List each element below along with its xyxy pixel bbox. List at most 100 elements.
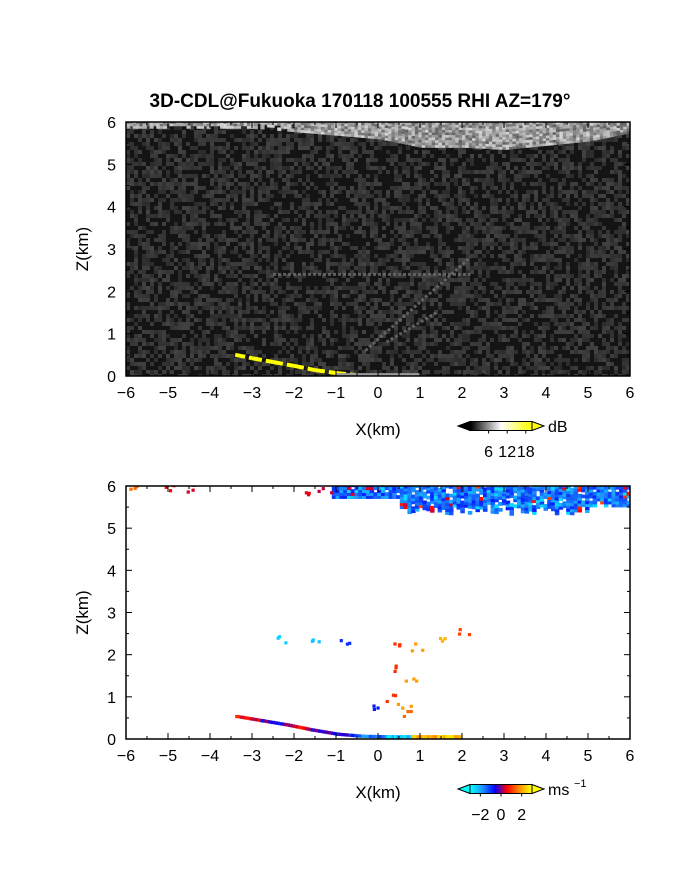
- velocity-point: [317, 640, 321, 644]
- ground-band-cell: [373, 734, 379, 739]
- colorbar-segment: [497, 784, 500, 794]
- colorbar-segment: [479, 421, 482, 431]
- ground-band-cell: [305, 727, 311, 731]
- ground-band-cell: [338, 732, 344, 737]
- ground-band-cell: [346, 733, 351, 737]
- ground-band-cell: [348, 733, 354, 737]
- colorbar-segment: [511, 421, 514, 431]
- y-axis-label: Z(km): [73, 227, 92, 271]
- colorbar-segment: [511, 784, 514, 794]
- colorbar-segment: [513, 421, 516, 431]
- colorbar-segment: [513, 784, 516, 794]
- x-tick-label: −1: [327, 748, 345, 765]
- colorbar-segment: [470, 784, 473, 794]
- x-tick-label: 0: [374, 748, 383, 765]
- clutter-segment: [314, 368, 337, 376]
- velocity-point: [330, 491, 334, 495]
- colorbar-unit: ms: [548, 782, 569, 799]
- colorbar-segment: [501, 421, 504, 431]
- colorbar-high-arrow: [531, 420, 546, 432]
- ground-band-cell: [366, 734, 371, 739]
- colorbar-high-arrow: [531, 783, 546, 795]
- x-tick-label: −1: [327, 385, 345, 402]
- colorbar-segment: [477, 784, 480, 794]
- colorbar-segment: [502, 784, 505, 794]
- colorbar-segment: [504, 421, 507, 431]
- colorbar: −2 0 2 ms −1: [456, 778, 587, 824]
- colorbar-tick-label: 6: [484, 444, 493, 461]
- velocity-point: [440, 639, 445, 643]
- colorbar-segment: [491, 784, 494, 794]
- clutter-segment: [234, 352, 253, 361]
- ground-band-cell: [240, 715, 245, 719]
- colorbar-tick-label: 18: [517, 444, 535, 461]
- colorbar-segment: [518, 784, 521, 794]
- colorbar-segment: [505, 784, 508, 794]
- clutter-segment: [293, 363, 316, 373]
- ground-band-cell: [235, 714, 240, 719]
- velocity-point: [164, 486, 168, 489]
- velocity-point: [393, 694, 398, 698]
- colorbar-segment: [504, 784, 507, 794]
- velocity-point: [391, 693, 396, 697]
- clutter-segment: [251, 356, 274, 364]
- colorbar-segment: [470, 421, 473, 431]
- ground-band-cell: [393, 735, 399, 739]
- ground-band-cell: [325, 730, 331, 735]
- colorbar-tick-label: 0: [497, 807, 506, 824]
- colorbar-segment: [505, 421, 508, 431]
- ground-band-cell: [328, 731, 333, 735]
- colorbar-segment: [519, 421, 522, 431]
- echo-lines: [273, 256, 472, 352]
- colorbar-segment: [501, 784, 504, 794]
- ground-band: [235, 714, 463, 739]
- colorbar-segment: [508, 421, 511, 431]
- ground-band-cell: [283, 722, 288, 727]
- colorbar-segment: [516, 421, 519, 431]
- ground-band-cell: [278, 722, 283, 726]
- velocity-point: [406, 710, 410, 714]
- colorbar-segment: [530, 784, 533, 794]
- velocity-point: [458, 628, 462, 632]
- plot-area: [126, 122, 630, 376]
- velocity-point: [409, 709, 413, 714]
- x-tick-label: 3: [500, 748, 509, 765]
- ground-band-cell: [414, 735, 419, 739]
- ground-band-cell: [255, 718, 260, 722]
- colorbar-segment: [530, 421, 533, 431]
- ground-band-cell: [285, 723, 291, 727]
- colorbar: 6 12 18 dB: [456, 419, 568, 461]
- velocity-point: [385, 699, 389, 704]
- colorbar-segment: [514, 421, 517, 431]
- ground-band-cell: [323, 730, 328, 734]
- y-tick-label: 4: [107, 563, 116, 580]
- colorbar-segment: [480, 421, 483, 431]
- ground-band-cell: [404, 735, 409, 739]
- velocity-point: [410, 649, 414, 653]
- colorbar-segment: [528, 784, 531, 794]
- velocity-point: [438, 636, 443, 641]
- colorbar-segment: [483, 421, 486, 431]
- ground-band-cell: [406, 735, 412, 739]
- velocity-point: [133, 486, 137, 490]
- y-tick-label: 3: [107, 242, 116, 259]
- ground-band-cell: [290, 724, 296, 728]
- x-tick-label: 5: [584, 385, 593, 402]
- ground-band-cell: [298, 725, 303, 730]
- velocity-point: [168, 489, 173, 493]
- velocity-point: [129, 487, 133, 491]
- x-tick-label: 5: [584, 748, 593, 765]
- ground-band-cell: [363, 734, 369, 738]
- axis-ticks: [125, 485, 631, 740]
- ground-band-cell: [411, 735, 417, 739]
- colorbar-segment: [499, 784, 502, 794]
- ground-band-cell: [262, 719, 268, 723]
- clutter-segment: [272, 360, 295, 368]
- y-tick-label: 4: [107, 200, 116, 217]
- ground-band-cell: [313, 728, 318, 733]
- y-tick-label: 0: [107, 732, 116, 749]
- ground-band-cell: [353, 734, 359, 738]
- ground-band-cell: [288, 723, 293, 728]
